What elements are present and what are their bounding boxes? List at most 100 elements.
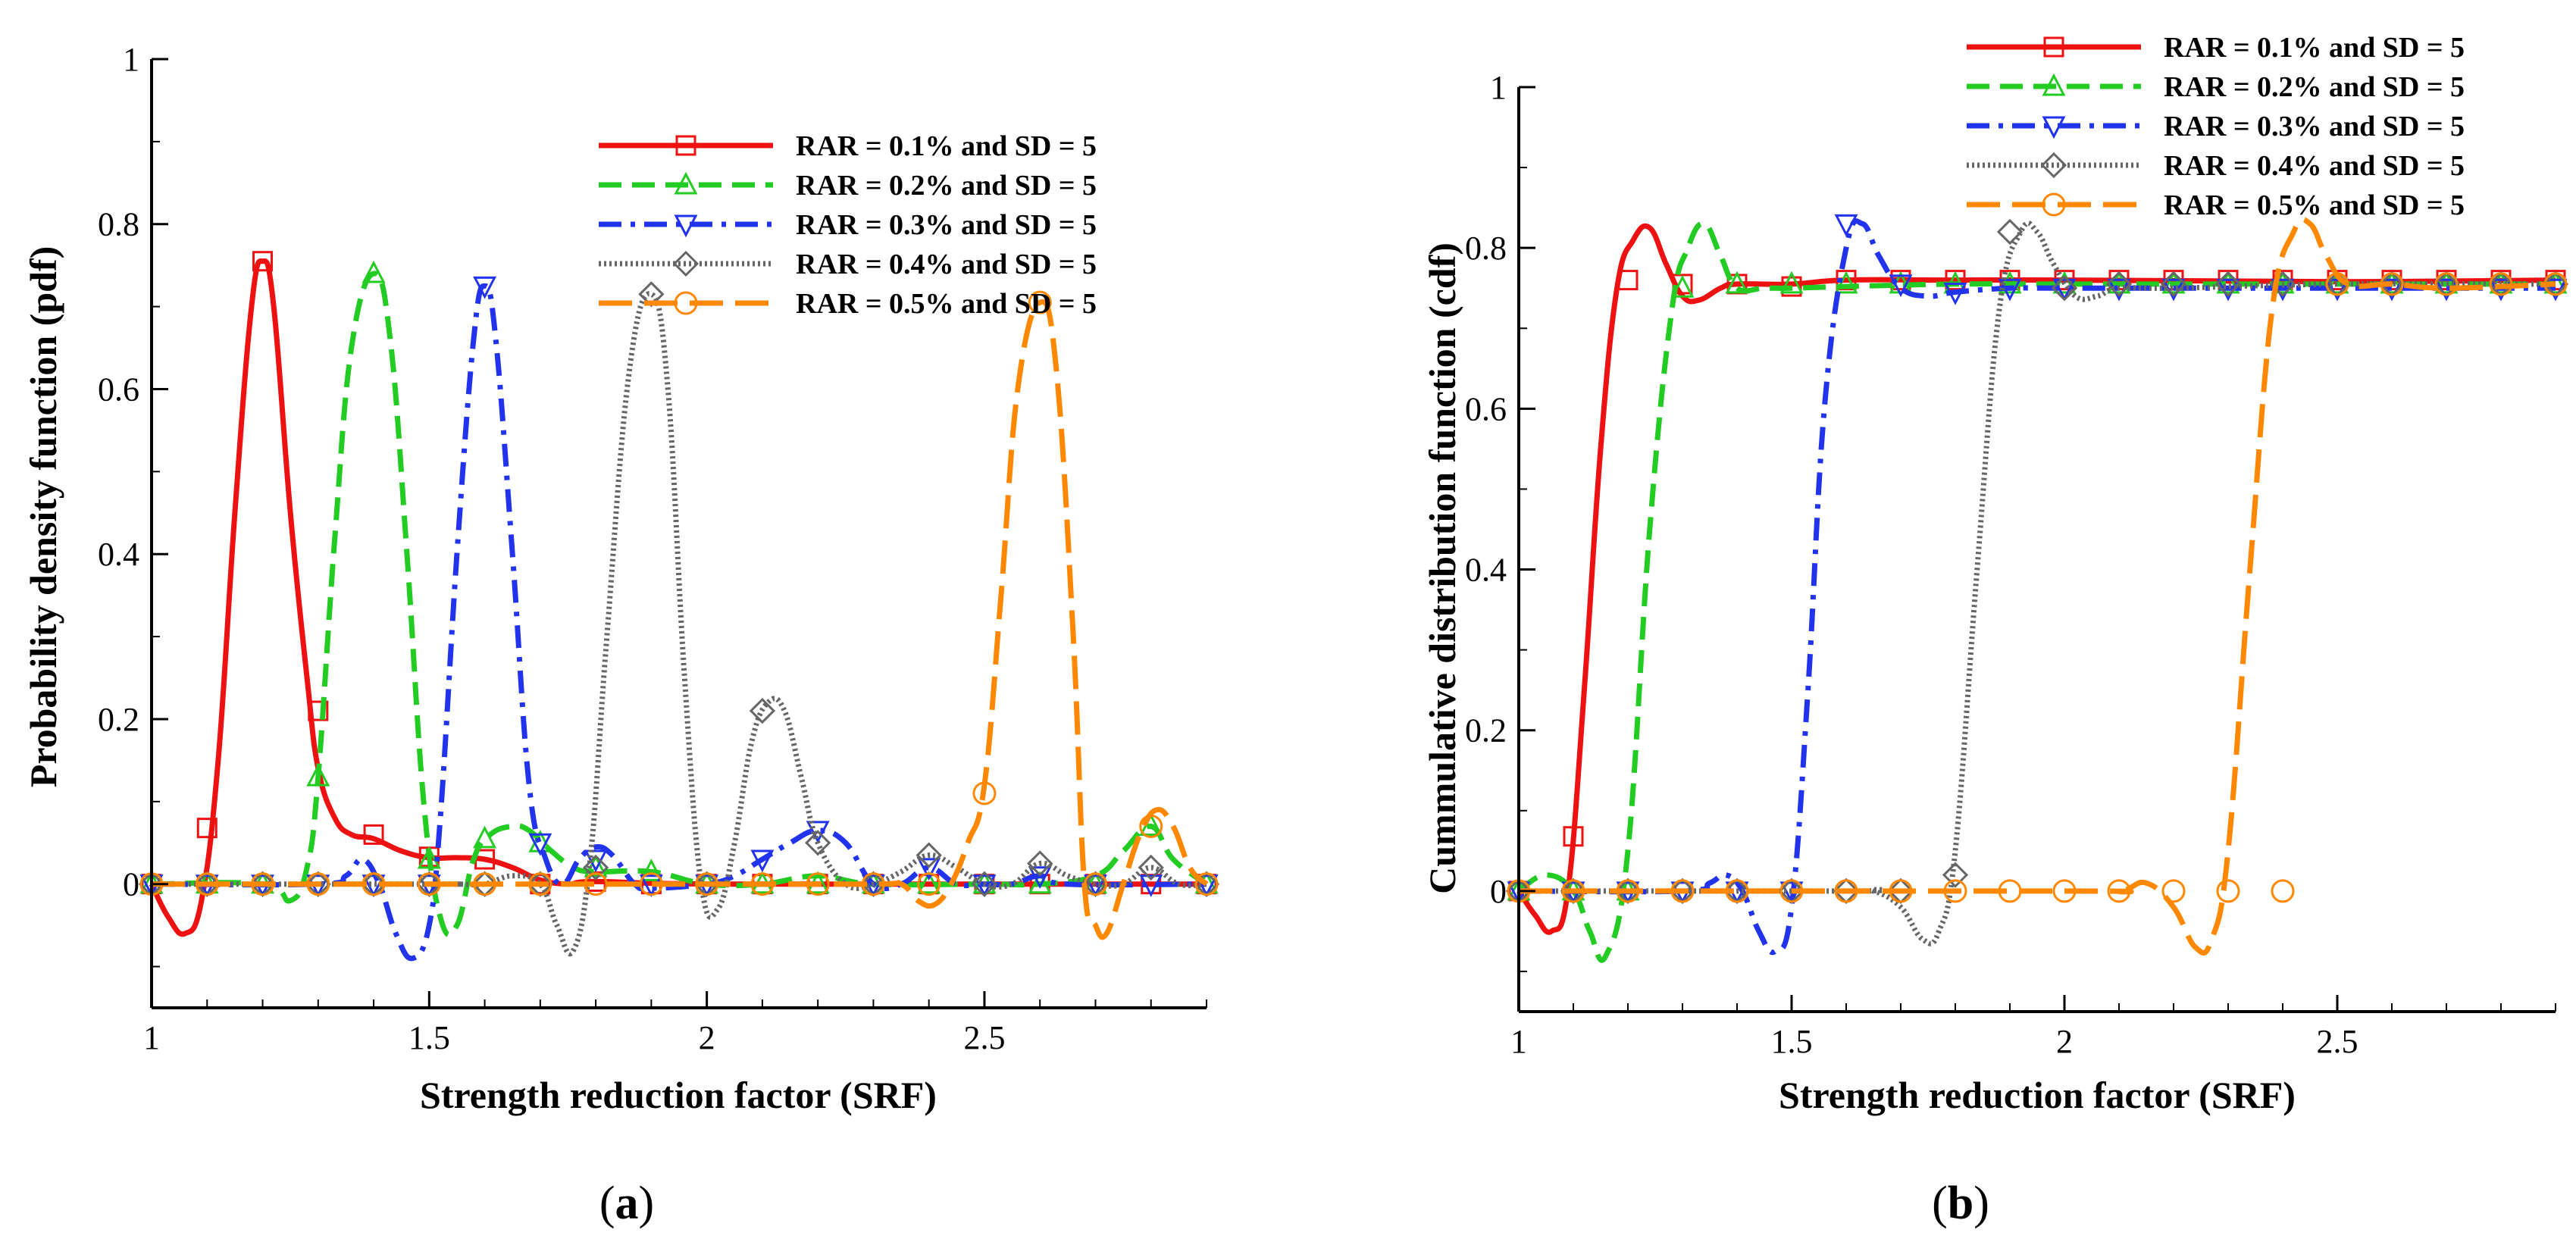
panel-b-series-1-point [1945,270,1966,291]
panel-b-series-2-point [2434,271,2459,294]
panel-b-series-5-point [2107,879,2131,903]
panel-b-legend-item-2: RAR = 0.2% and SD = 5 [1967,71,2465,103]
panel-b-series-3-point [1998,278,2022,302]
panel-a-series-3-point [362,874,386,897]
panel-b-series-2-point [2216,271,2240,294]
panel-a-series-1-line [149,258,1207,937]
panel-b-series-5-point [2271,879,2295,903]
panel-a-legend-marker [674,291,698,315]
panel-a-x-tick-label: 1.5 [408,1019,450,1056]
panel-a-series-4-line [151,291,1207,957]
panel-b: 1 1.5 2 2.5 0 0.2 0.4 0.6 0.8 1 Strength reductio… [1421,32,2569,1229]
panel-b-xlabel: Strength reduction factor (SRF) [1779,1074,2296,1116]
panel-a-series-5-point [584,872,608,896]
panel-b-series-4-line [1518,220,2556,946]
panel-a-legend-label: RAR = 0.1% and SD = 5 [796,130,1097,162]
panel-b-series-1-point [1617,270,1639,291]
panel-a-series-4-point [749,697,776,724]
panel-b-series-2 [1507,221,2568,963]
panel-b-series-4 [1505,218,2569,946]
panel-b-series-2-point [2107,271,2131,294]
panel-a-legend-item-3: RAR = 0.3% and SD = 5 [599,209,1097,241]
panel-a-series-5-point [251,872,275,896]
panel-b-series-5-point [2380,272,2404,296]
panel-a-series-1-point [196,818,218,839]
panel-b-series-3-line [1518,218,2556,956]
panel-a-series-1-point [363,824,384,845]
panel-b-y-tick-label: 0.6 [1465,390,1507,427]
panel-b-legend-marker [2042,116,2066,139]
panel-a-legend-item-2: RAR = 0.2% and SD = 5 [599,170,1097,202]
panel-b-y-tick-label: 0.8 [1465,230,1507,267]
panel-a-series-5-point [1139,814,1163,838]
panel-a: 1 1.5 2 2.5 0 0.2 0.4 0.6 0.8 1 Strength reductio… [22,41,1220,1229]
panel-a-axes: 1 1.5 2 2.5 0 0.2 0.4 0.6 0.8 1 [98,41,1207,1056]
panel-b-series-2-point [1670,274,1695,298]
panel-a-series-5-point [1028,290,1052,314]
panel-a-series-5-point [1194,872,1219,896]
panel-a-series-4-point [916,842,942,868]
panel-b-x-tick-label: 1.5 [1771,1023,1813,1060]
panel-b-legend-marker [2040,152,2067,179]
panel-a-legend-item-4: RAR = 0.4% and SD = 5 [599,249,1097,280]
panel-a-series-2-point [639,859,663,881]
panel-b-legend: RAR = 0.1% and SD = 5 RAR = 0.2% and SD =… [1967,32,2465,221]
panel-b-series-2-point [1725,271,1749,294]
panel-a-series-5-point [528,872,552,896]
panel-a-legend-label: RAR = 0.5% and SD = 5 [796,288,1097,320]
panel-b-series-5-point [2543,272,2568,296]
panel-a-series-5-point [1083,872,1107,896]
panel-a-series-5-point [917,872,941,896]
panel-a-series-2-point [473,825,497,849]
panel-a-legend-item-5: RAR = 0.5% and SD = 5 [599,288,1097,320]
panel-a-series-5-point [195,872,219,896]
panel-b-legend-label: RAR = 0.4% and SD = 5 [2164,150,2465,182]
panel-b-x-tick-label: 2.5 [2317,1023,2358,1060]
panel-b-series-1-point [1672,274,1693,295]
panel-b-legend-item-4: RAR = 0.4% and SD = 5 [1967,150,2465,182]
panel-b-legend-item-3: RAR = 0.3% and SD = 5 [1967,111,2465,142]
panel-b-x-tick-label: 1 [1510,1023,1527,1060]
panel-b-series-1-point [1836,270,1857,291]
panel-b-caption: (b) [1932,1178,1989,1229]
panel-a-y-tick-label: 1 [123,41,139,78]
panel-b-series-2-point [1834,271,1858,294]
panel-b-series-5-point [1889,879,1913,903]
panel-a-series-3-point [1028,866,1052,890]
panel-b-plot: 1 1.5 2 2.5 0 0.2 0.4 0.6 0.8 1 [1465,69,2569,1060]
panel-b-series-5-point [1998,879,2022,903]
panel-a-legend-label: RAR = 0.4% and SD = 5 [796,249,1097,280]
panel-a-series-5-point [639,872,663,896]
panel-a-series-4-point [805,830,831,856]
panel-a-legend-marker [674,171,698,195]
panel-b-series-3-point [1834,214,1858,237]
panel-b-series-5-point [1670,879,1695,903]
panel-a-series-3-point [750,849,775,873]
panel-a-x-tick-label: 2 [699,1019,715,1056]
panel-b-legend-label: RAR = 0.2% and SD = 5 [2164,71,2465,103]
panel-b-legend-item-1: RAR = 0.1% and SD = 5 [1967,32,2465,64]
panel-b-series-1-point [1890,270,1911,291]
panel-b-series-1-point [1563,826,1584,847]
panel-b-legend-marker [2042,192,2066,217]
panel-a-series-5-point [362,872,386,896]
panel-a-y-tick-label: 0 [123,866,139,903]
panel-b-legend-item-5: RAR = 0.5% and SD = 5 [1967,189,2465,221]
panel-b-series-5-point [2489,272,2513,296]
panel-a-legend: RAR = 0.1% and SD = 5 RAR = 0.2% and SD =… [599,130,1097,320]
panel-a-series-3-point [806,821,830,844]
panel-a-legend-marker [675,135,696,156]
panel-b-series-5-line [1518,217,2556,956]
panel-a-series-3-point [473,276,497,299]
panel-b-y-tick-label: 1 [1490,69,1507,106]
panel-a-series-3-line [151,283,1207,962]
panel-a-series-3-point [528,833,552,856]
panel-a-series-2-line [151,271,1209,938]
panel-b-legend-label: RAR = 0.3% and SD = 5 [2164,111,2465,142]
panel-b-series-5-point [1616,879,1640,903]
panel-a-series-5-point [695,872,719,896]
panel-b-series-4-point [1996,218,2024,246]
panel-b-series-4-point [2160,271,2187,298]
panel-a-legend-label: RAR = 0.2% and SD = 5 [796,170,1097,202]
